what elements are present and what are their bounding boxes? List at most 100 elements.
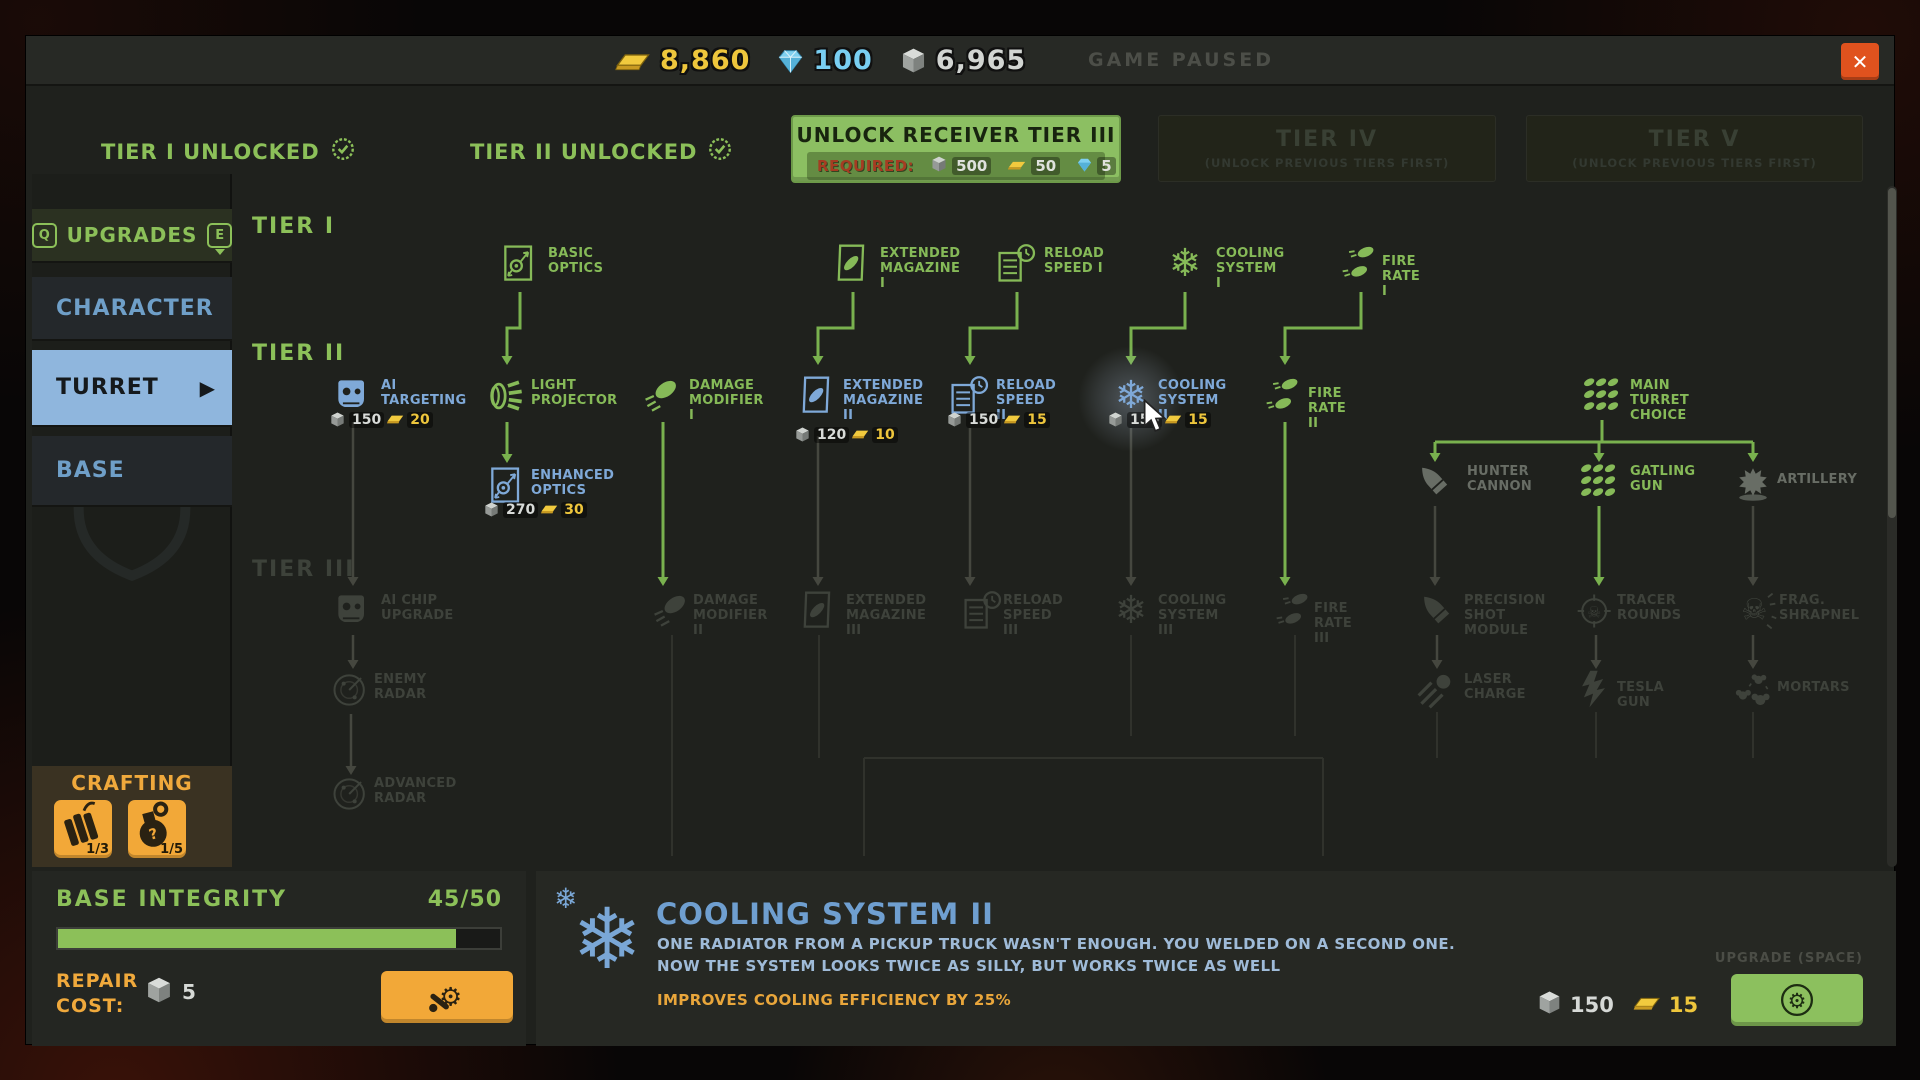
diamond-resource: 100 (776, 45, 872, 76)
mortars-icon (1731, 668, 1775, 712)
unlocked-badge-icon (707, 136, 733, 167)
node-label: MAIN TURRET CHOICE (1630, 378, 1689, 423)
upgrade-cost: 150 15 (1536, 989, 1698, 1020)
tier4-locked-panel[interactable]: TIER IV (UNLOCK PREVIOUS TIERS FIRST) (1158, 115, 1496, 182)
node-label: DAMAGE MODIFIER I (689, 378, 764, 423)
sidebar-tab-label: CHARACTER (56, 295, 214, 321)
repair-cost-amount: 5 (182, 980, 196, 1004)
gold-icon (1004, 415, 1021, 424)
close-button[interactable]: ✕ (1841, 43, 1879, 80)
node-label: EXTENDED MAGAZINE I (880, 246, 961, 291)
tree-tier2-label: TIER II (252, 341, 346, 366)
base-integrity-bar (56, 927, 502, 950)
node-label: HUNTER CANNON (1467, 464, 1533, 494)
upgrade-cost-metal: 150 (1536, 989, 1614, 1020)
crafting-panel: CRAFTING 1/3 ? 1/5 (32, 766, 232, 867)
optics-icon (498, 242, 542, 286)
reload-icon (995, 242, 1039, 286)
radar-icon (329, 772, 373, 816)
base-integrity-value: 45/50 (427, 887, 502, 912)
node-label: MORTARS (1777, 680, 1850, 695)
node-label: FIRE RATE III (1314, 601, 1353, 646)
bullet-icon (641, 374, 685, 418)
bullets2-icon (1263, 374, 1307, 418)
node-label: ENHANCED OPTICS (531, 468, 615, 498)
dynamite-icon (64, 801, 99, 846)
gold-icon (1165, 415, 1182, 424)
snow-icon: ❄ (1109, 588, 1153, 633)
gold-icon (852, 430, 869, 439)
tree-tier3-label: TIER III (252, 557, 356, 582)
bullets2-icon (1339, 242, 1383, 286)
node-cost: 270 30 (483, 501, 587, 518)
tier4-title: TIER IV (1275, 127, 1379, 152)
svg-text:⚙: ⚙ (439, 982, 462, 1012)
metal-resource: 6,965 (899, 45, 1026, 76)
metal-cube-icon (144, 975, 174, 1009)
crafting-title: CRAFTING (71, 771, 193, 795)
tier5-title: TIER V (1648, 127, 1741, 152)
reload-icon (948, 374, 992, 418)
radar-icon (329, 668, 373, 712)
craft-explosive-button[interactable]: 1/3 (54, 800, 112, 858)
node-label: RELOAD SPEED I (1044, 246, 1105, 276)
sidebar-tab-base[interactable]: BASE (32, 436, 232, 507)
sidebar-tab-label: TURRET (56, 375, 159, 400)
grenade-icon: ? (139, 801, 169, 847)
explosion-icon (1731, 460, 1775, 504)
diamond-amount: 100 (813, 45, 873, 76)
detail-description-line1: ONE RADIATOR FROM A PICKUP TRUCK WASN'T … (657, 935, 1456, 953)
repair-button[interactable]: ⚙ (381, 971, 513, 1023)
tree-tier1-label: TIER I (252, 214, 336, 239)
detail-description-line2: NOW THE SYSTEM LOOKS TWICE AS SILLY, BUT… (657, 957, 1281, 975)
snow-icon: ❄ (1163, 241, 1207, 286)
game-paused-label: GAME PAUSED (1088, 49, 1274, 71)
bullets9-icon (1580, 374, 1624, 418)
node-label: FRAG. SHRAPNEL (1779, 593, 1860, 623)
unlock-tier3-button[interactable]: UNLOCK RECEIVER TIER III REQUIRED: 500 5… (791, 115, 1121, 183)
metal-cube-icon (1536, 989, 1563, 1020)
bigbullet-icon (1413, 460, 1457, 504)
bullets2-icon (1273, 589, 1317, 633)
gold-icon (387, 415, 404, 424)
cooling-snowflake-icon: ❄ ❄ (554, 882, 643, 988)
reload-icon (961, 589, 1005, 633)
node-label: FIRE RATE I (1382, 254, 1421, 299)
tier5-locked-panel[interactable]: TIER V (UNLOCK PREVIOUS TIERS FIRST) (1526, 115, 1863, 182)
tier2-unlocked-label: TIER II UNLOCKED (470, 136, 733, 167)
resource-bar: 8,860 100 6,965 (614, 45, 1026, 76)
diamond-icon (1076, 156, 1093, 177)
upgrade-hint: UPGRADE (SPACE) (1714, 951, 1863, 966)
metal-cube-icon (1109, 412, 1122, 427)
required-metal: 500 (930, 155, 992, 177)
sidebar-tab-character[interactable]: CHARACTER (32, 277, 232, 341)
metal-amount: 6,965 (935, 45, 1027, 76)
required-diamond: 5 (1076, 156, 1116, 177)
detail-effect: IMPROVES COOLING EFFICIENCY BY 25% (657, 991, 1012, 1009)
node-cost: 150 20 (329, 411, 433, 428)
tree-scrollbar[interactable] (1887, 186, 1897, 867)
metal-cube-icon (930, 155, 948, 177)
svg-text:⚙: ⚙ (1788, 989, 1807, 1013)
craft-grenade-button[interactable]: ? 1/5 (128, 800, 186, 858)
upgrades-window: 8,860 100 6,965 GAME PAUSED ✕ TIER I UNL… (25, 35, 1897, 1046)
node-label: AI CHIP UPGRADE (381, 593, 454, 623)
selected-arrow-icon: ▶ (199, 375, 216, 400)
svg-text:❄: ❄ (1115, 589, 1147, 633)
metal-cube-icon (331, 412, 344, 427)
node-label: TESLA GUN (1617, 680, 1664, 710)
node-label: AI TARGETING (381, 378, 467, 408)
spotlight-icon (485, 374, 529, 418)
upgrade-gear-icon: ⚙ (1780, 983, 1814, 1017)
sidebar-title: UPGRADES (66, 223, 198, 247)
bigbullet-icon (1415, 589, 1459, 633)
node-label: FIRE RATE II (1308, 386, 1347, 431)
base-integrity-title: BASE INTEGRITY (56, 887, 288, 912)
upgrade-button[interactable]: ⚙ (1731, 974, 1863, 1026)
skulltarget-icon: ☠ (1574, 589, 1618, 633)
sidebar-tab-turret[interactable]: TURRET ▶ (32, 350, 232, 427)
tesla-icon (1572, 668, 1616, 712)
node-label: ARTILLERY (1777, 472, 1858, 487)
tree-scrollbar-thumb[interactable] (1888, 188, 1896, 518)
bullet-icon (650, 589, 694, 633)
